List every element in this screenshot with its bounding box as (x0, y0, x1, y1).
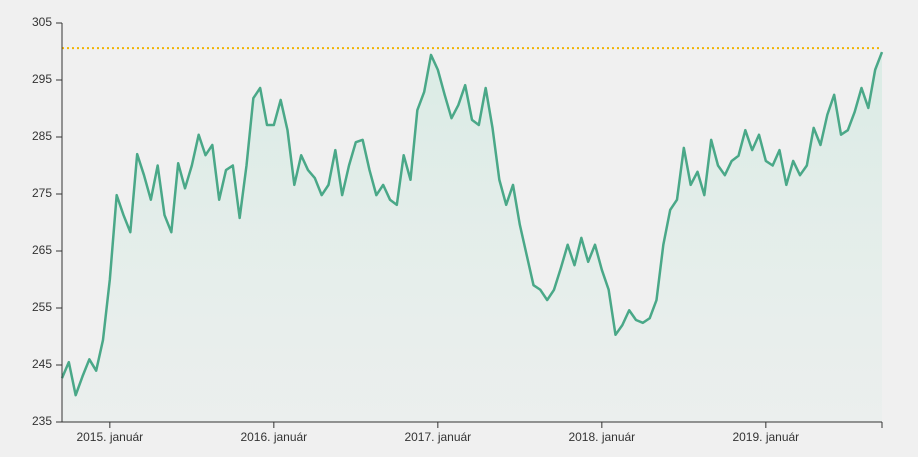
area (62, 52, 882, 422)
y-tick-label: 285 (32, 129, 52, 143)
x-tick-label: 2017. január (404, 430, 471, 444)
y-tick-label: 255 (32, 300, 52, 314)
y-tick-label: 305 (32, 15, 52, 29)
x-tick-label: 2016. január (240, 430, 307, 444)
x-tick-label: 2015. január (76, 430, 143, 444)
x-tick-label: 2019. január (732, 430, 799, 444)
y-tick-label: 235 (32, 414, 52, 428)
y-tick-label: 295 (32, 72, 52, 86)
y-tick-label: 245 (32, 357, 52, 371)
line (60, 51, 884, 397)
y-tick-label: 265 (32, 243, 52, 257)
y-tick-label: 275 (32, 186, 52, 200)
x-tick-label: 2018. január (568, 430, 635, 444)
